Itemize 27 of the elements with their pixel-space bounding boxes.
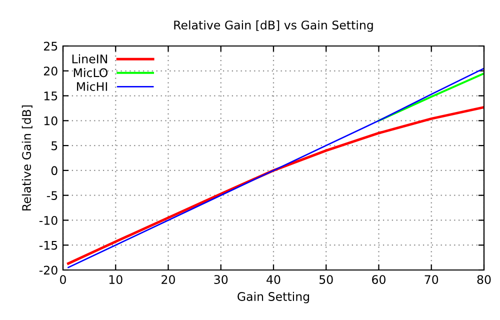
x-tick-label: 30 <box>214 275 228 284</box>
x-tick-label: 10 <box>109 275 122 284</box>
x-axis-title: Gain Setting <box>238 292 310 304</box>
y-tick-label: 15 <box>44 92 58 100</box>
y-tick-label: 20 <box>44 66 58 76</box>
x-tick-label: 70 <box>424 275 438 284</box>
x-tick-label: 50 <box>320 275 333 284</box>
y-tick-label: 25 <box>44 42 58 51</box>
y-tick-label: -10 <box>39 216 58 225</box>
legend-label: LineIN <box>72 54 108 64</box>
y-tick-label: 5 <box>52 141 58 150</box>
y-tick-label: -20 <box>39 266 58 275</box>
chart-title: Relative Gain [dB] vs Gain Setting <box>174 20 373 32</box>
y-tick-label: 0 <box>51 166 58 176</box>
y-axis-title: Relative Gain [dB] <box>22 105 32 210</box>
x-tick-label: 80 <box>477 275 491 284</box>
line-series <box>68 68 484 268</box>
line-series <box>67 106 484 265</box>
x-tick-label: 60 <box>372 275 386 284</box>
legend-label: MicHI <box>77 82 108 91</box>
y-tick-label: -15 <box>39 240 58 250</box>
x-tick-label: 0 <box>60 275 66 284</box>
x-tick-label: 20 <box>162 275 175 284</box>
legend-label: MicLO <box>74 68 108 78</box>
y-tick-label: 10 <box>44 116 58 126</box>
y-tick-label: -5 <box>46 191 58 200</box>
x-tick-label: 40 <box>266 275 280 284</box>
